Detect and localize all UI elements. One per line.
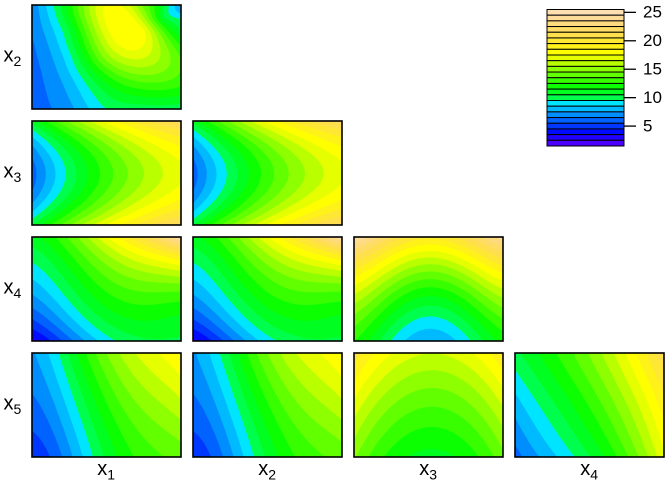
svg-text:x5: x5 bbox=[4, 393, 22, 417]
svg-text:x1: x1 bbox=[97, 458, 115, 480]
svg-text:x4: x4 bbox=[4, 277, 22, 301]
svg-text:x3: x3 bbox=[419, 458, 437, 480]
svg-text:x2: x2 bbox=[4, 45, 22, 69]
svg-text:15: 15 bbox=[643, 60, 662, 79]
svg-text:x3: x3 bbox=[4, 161, 22, 185]
svg-text:10: 10 bbox=[643, 88, 662, 107]
svg-text:20: 20 bbox=[643, 31, 662, 50]
svg-text:25: 25 bbox=[643, 3, 662, 22]
svg-text:x4: x4 bbox=[580, 458, 598, 480]
svg-text:x2: x2 bbox=[258, 458, 276, 480]
svg-text:5: 5 bbox=[643, 116, 652, 135]
